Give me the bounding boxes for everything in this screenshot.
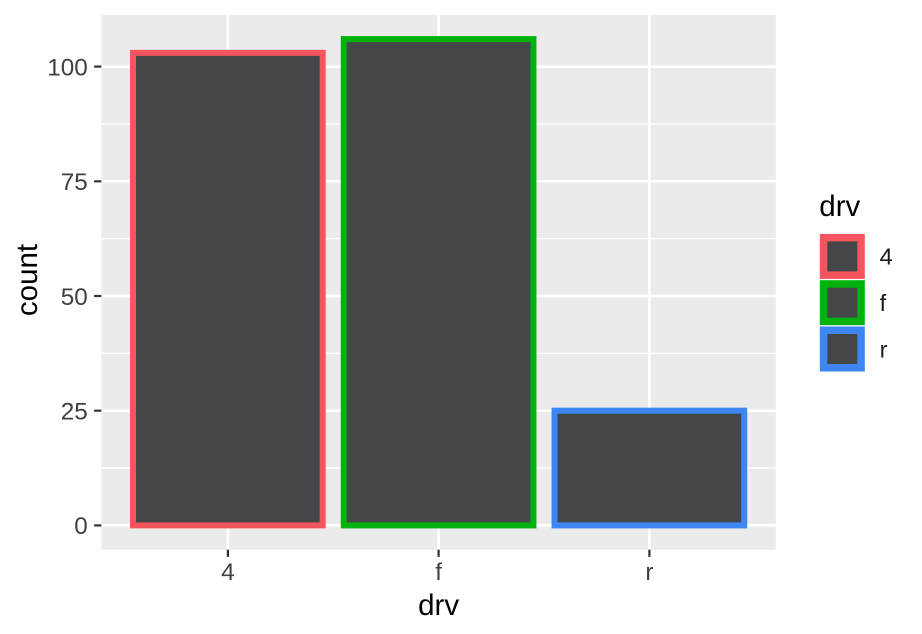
svg-text:25: 25 (61, 399, 88, 426)
svg-text:f: f (435, 559, 442, 586)
svg-text:4: 4 (880, 244, 893, 270)
svg-text:r: r (880, 336, 888, 362)
svg-text:drv: drv (819, 190, 860, 223)
svg-text:75: 75 (61, 169, 88, 196)
svg-text:0: 0 (74, 513, 88, 540)
svg-text:100: 100 (47, 54, 88, 81)
svg-text:50: 50 (61, 284, 88, 311)
svg-text:f: f (880, 290, 887, 316)
svg-text:4: 4 (221, 559, 235, 586)
svg-text:count: count (11, 244, 44, 316)
svg-text:drv: drv (418, 589, 459, 622)
svg-text:r: r (645, 559, 653, 586)
